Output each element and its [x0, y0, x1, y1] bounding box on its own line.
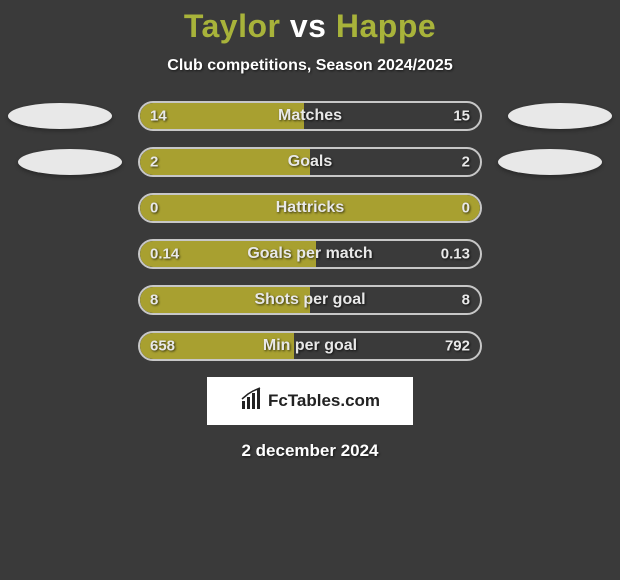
- subtitle: Club competitions, Season 2024/2025: [167, 57, 452, 75]
- fctables-logo-link[interactable]: FcTables.com: [207, 377, 413, 425]
- ellipse-icon: [8, 103, 112, 129]
- stat-bar: 14 Matches 15: [138, 101, 482, 131]
- stat-bar: 2 Goals 2: [138, 147, 482, 177]
- comparison-container: Taylor vs Happe Club competitions, Seaso…: [0, 0, 620, 461]
- stat-value-right: 2: [462, 154, 470, 171]
- stat-row-matches: 14 Matches 15: [0, 99, 620, 133]
- stat-row-shots-per-goal: 8 Shots per goal 8: [0, 283, 620, 317]
- stat-bar: 0.14 Goals per match 0.13: [138, 239, 482, 269]
- stat-value-right: 0.13: [441, 246, 470, 263]
- stat-bar: 8 Shots per goal 8: [138, 285, 482, 315]
- stat-row-goals-per-match: 0.14 Goals per match 0.13: [0, 237, 620, 271]
- stat-bar: 0 Hattricks 0: [138, 193, 482, 223]
- bar-fill-left: [140, 287, 310, 313]
- stat-row-goals: 2 Goals 2: [0, 145, 620, 179]
- page-title: Taylor vs Happe: [184, 8, 436, 45]
- stat-row-hattricks: 0 Hattricks 0: [0, 191, 620, 225]
- title-player2: Happe: [336, 8, 436, 44]
- stat-value-right: 15: [453, 108, 470, 125]
- stat-bar: 658 Min per goal 792: [138, 331, 482, 361]
- bar-fill-left: [140, 195, 480, 221]
- stat-row-min-per-goal: 658 Min per goal 792: [0, 329, 620, 363]
- ellipse-icon: [508, 103, 612, 129]
- ellipse-icon: [498, 149, 602, 175]
- logo-text: FcTables.com: [268, 391, 380, 411]
- title-player1: Taylor: [184, 8, 281, 44]
- date-label: 2 december 2024: [241, 441, 378, 461]
- stats-area: 14 Matches 15 2 Goals 2 0 Hattricks 0: [0, 99, 620, 363]
- chart-icon: [240, 387, 264, 416]
- bar-fill-left: [140, 103, 304, 129]
- ellipse-icon: [18, 149, 122, 175]
- title-vs: vs: [290, 8, 327, 44]
- stat-value-right: 8: [462, 292, 470, 309]
- bar-fill-left: [140, 333, 294, 359]
- bar-fill-left: [140, 241, 316, 267]
- stat-value-right: 792: [445, 338, 470, 355]
- bar-fill-left: [140, 149, 310, 175]
